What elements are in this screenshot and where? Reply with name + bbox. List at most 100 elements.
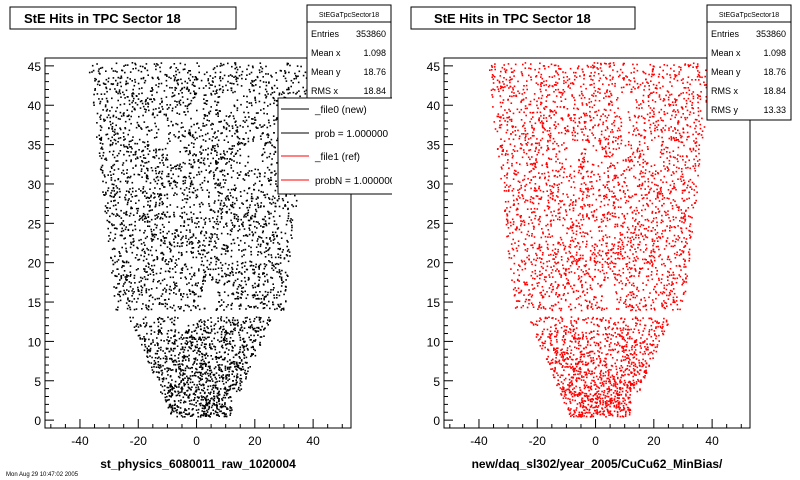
left-scatter-point	[165, 400, 167, 403]
left-scatter-point	[109, 207, 111, 209]
left-scatter-point	[145, 324, 147, 327]
left-scatter-point	[204, 276, 206, 278]
left-scatter-point	[203, 114, 206, 116]
left-scatter-point	[266, 193, 269, 196]
left-scatter-point	[193, 96, 196, 99]
left-scatter-point	[200, 231, 202, 234]
left-scatter-point	[253, 220, 255, 223]
left-scatter-point	[199, 351, 201, 353]
left-scatter-point	[151, 296, 154, 299]
right-scatter-point	[634, 268, 636, 270]
left-scatter-point	[163, 113, 166, 116]
left-scatter-point	[216, 411, 219, 414]
left-scatter-point	[267, 319, 269, 321]
left-scatter-point	[220, 370, 223, 372]
left-scatter-point	[211, 84, 213, 86]
right-scatter-point	[608, 386, 610, 388]
left-scatter-point	[192, 247, 195, 249]
right-scatter-point	[611, 154, 613, 157]
left-scatter-point	[221, 207, 224, 210]
left-scatter-point	[156, 357, 159, 360]
left-scatter-point	[179, 163, 181, 166]
left-scatter-point	[145, 322, 148, 324]
left-scatter-point	[99, 67, 102, 69]
left-scatter-point	[198, 383, 201, 385]
left-scatter-point	[264, 94, 267, 96]
left-scatter-point	[172, 361, 175, 363]
left-scatter-point	[234, 384, 237, 386]
right-scatter-point	[540, 102, 543, 104]
left-scatter-point	[248, 224, 251, 227]
left-scatter-point	[282, 308, 285, 311]
left-scatter-point	[112, 77, 115, 79]
left-scatter-point	[231, 345, 233, 348]
left-scatter-point	[213, 132, 216, 135]
left-scatter-point	[253, 320, 255, 322]
left-scatter-point	[189, 102, 192, 105]
right-scatter-point	[579, 188, 582, 190]
left-scatter-point	[214, 100, 216, 103]
left-scatter-point	[255, 331, 257, 333]
left-scatter-point	[224, 365, 227, 368]
left-scatter-point	[242, 291, 244, 293]
left-scatter-point	[221, 380, 224, 383]
left-scatter-point	[135, 308, 138, 310]
left-scatter-point	[159, 103, 161, 105]
left-scatter-point	[214, 348, 217, 351]
left-scatter-point	[201, 356, 204, 358]
left-scatter-point	[217, 238, 220, 240]
right-scatter-point	[528, 149, 530, 152]
left-scatter-point	[208, 138, 211, 140]
left-scatter-point	[221, 358, 224, 361]
left-scatter-point	[221, 64, 223, 67]
left-scatter-point	[239, 374, 242, 376]
left-scatter-point	[205, 338, 207, 340]
left-scatter-point	[120, 209, 122, 212]
right-scatter-point	[580, 172, 582, 175]
left-scatter-point	[122, 274, 125, 276]
left-scatter-point	[132, 292, 134, 295]
left-scatter-point	[227, 62, 229, 65]
right-scatter-point	[655, 326, 657, 328]
right-scatter-point	[685, 91, 688, 94]
left-scatter-point	[187, 377, 189, 379]
left-scatter-point	[191, 252, 193, 254]
left-scatter-point	[238, 225, 240, 227]
left-scatter-point	[157, 238, 159, 240]
left-scatter-point	[148, 150, 151, 152]
left-scatter-point	[162, 242, 165, 244]
right-scatter-point	[601, 269, 604, 272]
left-scatter-point	[141, 176, 143, 178]
left-scatter-point	[232, 340, 235, 342]
left-stats-value-0: 353860	[356, 29, 386, 39]
left-scatter-point	[251, 341, 254, 344]
left-scatter-point	[178, 411, 181, 414]
left-scatter-point	[200, 79, 203, 82]
left-scatter-point	[218, 356, 220, 359]
left-scatter-point	[122, 91, 124, 94]
left-scatter-point	[217, 414, 219, 416]
left-scatter-point	[183, 264, 186, 266]
right-scatter-point	[652, 343, 654, 346]
left-scatter-point	[225, 377, 228, 379]
left-scatter-point	[222, 248, 225, 250]
left-scatter-point	[189, 133, 191, 136]
left-scatter-point	[168, 261, 170, 263]
left-scatter-point	[117, 133, 119, 135]
right-scatter-point	[539, 345, 542, 347]
left-scatter-point	[213, 147, 216, 150]
left-scatter-point	[125, 159, 128, 162]
left-scatter-point	[204, 372, 206, 374]
left-scatter-point	[252, 272, 255, 274]
left-scatter-point	[149, 188, 151, 190]
left-scatter-point	[191, 415, 193, 417]
left-scatter-point	[267, 324, 269, 326]
left-scatter-point	[227, 389, 230, 392]
left-scatter-point	[127, 133, 129, 136]
left-scatter-point	[187, 379, 189, 382]
left-scatter-point	[190, 399, 193, 402]
right-scatter-point	[579, 257, 582, 259]
left-scatter-point	[281, 282, 283, 284]
left-scatter-point	[189, 340, 191, 343]
left-scatter-point	[175, 293, 177, 295]
